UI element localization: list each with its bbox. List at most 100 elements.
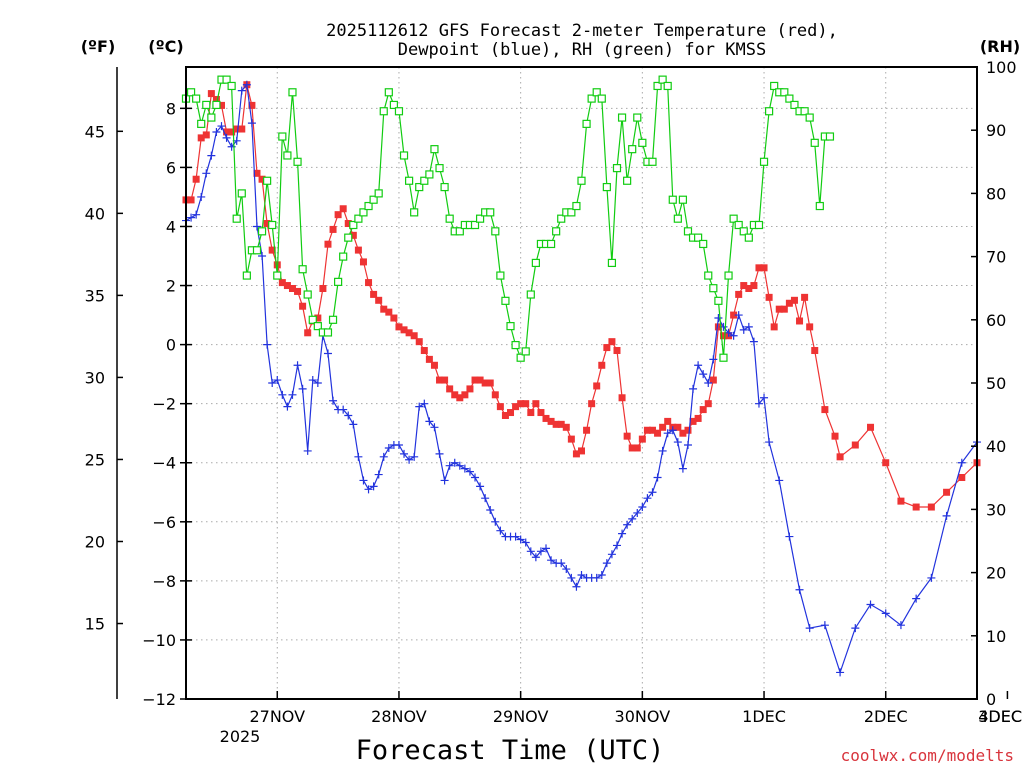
dewpoint-point bbox=[531, 553, 540, 562]
temperature-point bbox=[735, 290, 743, 298]
rh-point bbox=[673, 214, 682, 223]
dewpoint-point bbox=[689, 384, 698, 393]
x-tick-label: 28NOV bbox=[371, 707, 427, 726]
rh-point bbox=[744, 233, 753, 242]
rh-point bbox=[369, 195, 378, 204]
dewpoint-point bbox=[942, 511, 951, 520]
dewpoint-point bbox=[359, 476, 368, 485]
dewpoint-point bbox=[597, 570, 606, 579]
dewpoint-point bbox=[258, 252, 267, 261]
rh-tick-label: 20 bbox=[986, 564, 1006, 583]
x-tick-label: 2DEC bbox=[864, 707, 908, 726]
rh-tick-label: 70 bbox=[986, 248, 1006, 267]
dewpoint-point bbox=[202, 169, 211, 178]
temperature-point bbox=[278, 279, 286, 287]
temperature-point bbox=[253, 169, 261, 177]
dewpoint-point bbox=[749, 337, 758, 346]
dewpoint-point bbox=[252, 222, 261, 231]
temperature-point bbox=[598, 361, 606, 369]
rh-point bbox=[354, 214, 363, 223]
rh-point bbox=[263, 176, 272, 185]
rh-point bbox=[526, 290, 535, 299]
dewpoint-point bbox=[405, 455, 414, 464]
temperature-point bbox=[359, 258, 367, 266]
temperature-point bbox=[588, 400, 596, 408]
temperature-point bbox=[790, 296, 798, 304]
rh-point bbox=[780, 88, 789, 97]
series-dewpoint bbox=[182, 80, 981, 677]
dewpoint-point bbox=[425, 417, 434, 426]
temperature-point bbox=[562, 423, 570, 431]
rh-point bbox=[825, 132, 835, 141]
temperature-point bbox=[248, 101, 256, 109]
temperature-point bbox=[263, 220, 271, 228]
temperature-point bbox=[187, 196, 195, 204]
temperature-point bbox=[527, 409, 535, 417]
dewpoint-point bbox=[420, 399, 429, 408]
dewpoint-point bbox=[704, 379, 713, 387]
temperature-point bbox=[552, 420, 560, 428]
rh-point bbox=[405, 176, 414, 185]
temperature-point bbox=[867, 423, 875, 431]
temperature-point bbox=[441, 376, 449, 384]
dewpoint-point bbox=[247, 119, 256, 128]
temperature-point bbox=[775, 305, 783, 313]
rh-point bbox=[739, 227, 748, 236]
rh-point bbox=[546, 239, 556, 249]
temperature-point bbox=[648, 426, 656, 434]
rh-point bbox=[308, 315, 317, 324]
temperature-point bbox=[217, 101, 225, 109]
temperature-point bbox=[532, 400, 540, 408]
dewpoint-point bbox=[724, 328, 733, 337]
dewpoint-point bbox=[658, 446, 667, 455]
dewpoint-point bbox=[364, 485, 373, 494]
dewpoint-point bbox=[354, 452, 363, 461]
dewpoint-point bbox=[435, 449, 444, 458]
dewpoint-point bbox=[633, 508, 642, 517]
temperature-point bbox=[324, 240, 332, 248]
rh-point bbox=[359, 208, 368, 217]
rh-point bbox=[658, 75, 667, 84]
celsius-unit-label: (ºC) bbox=[148, 37, 183, 56]
dewpoint-point bbox=[303, 446, 312, 455]
rh-point bbox=[699, 239, 708, 249]
year-label: 2025 bbox=[220, 727, 261, 746]
temperature-point bbox=[299, 302, 307, 310]
temperature-point bbox=[334, 211, 342, 219]
dewpoint-point bbox=[927, 573, 936, 582]
dewpoint-point bbox=[400, 449, 409, 458]
temperature-point bbox=[730, 311, 738, 319]
rh-point bbox=[328, 315, 338, 324]
rh-point bbox=[268, 220, 277, 230]
celsius-tick-label: −6 bbox=[152, 513, 176, 532]
rh-point bbox=[197, 119, 206, 128]
rh-point bbox=[582, 119, 591, 128]
dewpoint-point bbox=[795, 585, 804, 594]
rh-point bbox=[242, 271, 251, 280]
rh-point bbox=[719, 353, 728, 362]
temperature-point bbox=[694, 414, 702, 422]
dewpoint-point bbox=[450, 458, 459, 467]
rh-point bbox=[379, 107, 388, 116]
dewpoint-point bbox=[242, 80, 251, 89]
dewpoint-point bbox=[694, 361, 703, 370]
temperature-point bbox=[943, 488, 951, 496]
rh-point bbox=[557, 214, 566, 223]
rh-tick-label: 0 bbox=[986, 690, 996, 709]
rh-point bbox=[572, 201, 581, 211]
temperature-point bbox=[623, 432, 631, 440]
rh-point bbox=[506, 322, 515, 331]
dewpoint-point bbox=[785, 532, 794, 541]
temperature-point bbox=[344, 220, 352, 228]
rh-tick-label: 90 bbox=[986, 121, 1006, 140]
dewpoint-point bbox=[577, 570, 586, 579]
temperature-point bbox=[491, 391, 499, 399]
temperature-point bbox=[288, 284, 296, 292]
temperature-point bbox=[395, 323, 403, 331]
rh-point bbox=[283, 151, 292, 160]
rh-tick-label: 40 bbox=[986, 437, 1006, 456]
temperature-point bbox=[704, 400, 712, 408]
rh-point bbox=[724, 271, 733, 280]
temperature-point bbox=[567, 435, 575, 443]
temperature-point bbox=[927, 503, 935, 511]
